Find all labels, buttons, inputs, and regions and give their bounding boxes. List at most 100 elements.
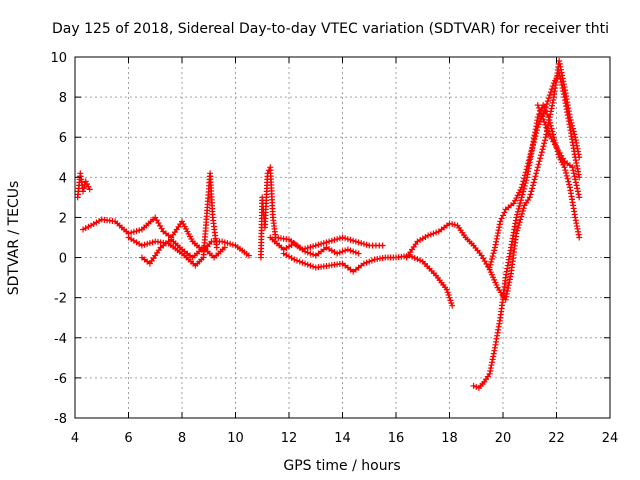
chart-title: Day 125 of 2018, Sidereal Day-to-day VTE… [52, 21, 609, 37]
data-point [571, 173, 578, 180]
series-track-e [257, 164, 386, 261]
data-point [245, 252, 252, 259]
series-track-b [80, 214, 252, 259]
data-point [517, 216, 524, 223]
data-point [539, 146, 546, 153]
data-point [342, 235, 349, 242]
data-point [557, 76, 564, 83]
data-point [533, 167, 540, 174]
data-point [304, 249, 311, 256]
data-point [409, 253, 416, 260]
data-point [522, 169, 529, 176]
data-point [525, 157, 532, 164]
data-point [516, 202, 523, 209]
x-tick-label: 16 [388, 431, 405, 446]
data-point [524, 163, 531, 170]
data-point [417, 257, 424, 264]
data-point [491, 247, 498, 254]
data-point [513, 214, 520, 221]
data-point [489, 253, 496, 260]
data-point [530, 179, 537, 186]
y-tick-label: -6 [54, 372, 67, 387]
data-point [545, 114, 552, 121]
data-point [542, 104, 549, 111]
data-point [525, 160, 532, 167]
data-point [544, 98, 551, 105]
data-point [547, 122, 554, 129]
y-tick-label: -4 [54, 332, 67, 347]
data-point [488, 255, 495, 262]
data-point [574, 188, 581, 195]
data-point [514, 224, 521, 231]
data-point [526, 154, 533, 161]
data-point [323, 239, 330, 246]
data-point [342, 247, 349, 254]
data-point [336, 235, 343, 242]
data-point [227, 240, 234, 247]
data-point [221, 244, 228, 251]
data-point [517, 197, 524, 204]
data-point [360, 240, 367, 247]
data-point [339, 234, 346, 241]
x-axis-ticks: 4 6 8 10 12 14 16 18 20 22 24 [71, 57, 618, 446]
series-line [473, 104, 580, 389]
data-point [443, 286, 450, 293]
data-point [572, 179, 579, 186]
data-point [566, 181, 573, 188]
data-point [310, 263, 317, 270]
data-point [328, 237, 335, 244]
data-point [519, 181, 526, 188]
data-point [537, 155, 544, 162]
series-track-g [267, 234, 362, 259]
data-point [368, 257, 375, 264]
data-point [336, 249, 343, 256]
data-point [427, 231, 434, 238]
data-point [518, 194, 525, 201]
data-point [565, 178, 572, 185]
data-point [514, 227, 521, 234]
data-point [528, 148, 535, 155]
data-point [570, 167, 577, 174]
data-point [514, 208, 521, 215]
data-point [562, 167, 569, 174]
data-point [534, 164, 541, 171]
data-point [344, 236, 351, 243]
data-point [310, 243, 317, 250]
data-point [556, 73, 563, 80]
data-point [576, 174, 583, 181]
data-point [523, 166, 530, 173]
y-tick-label: 8 [59, 91, 67, 106]
data-point [549, 83, 556, 90]
data-point [515, 205, 522, 212]
data-point [526, 194, 533, 201]
data-point [299, 259, 306, 266]
data-point [541, 107, 548, 114]
data-point [80, 185, 87, 192]
data-point [519, 208, 526, 215]
data-point [360, 260, 367, 267]
x-tick-label: 12 [281, 431, 298, 446]
data-point [445, 291, 452, 298]
data-point [532, 173, 539, 180]
data-point [307, 244, 314, 251]
data-point [318, 240, 325, 247]
y-tick-label: 6 [59, 131, 67, 146]
data-point [488, 258, 495, 265]
data-point [352, 249, 359, 256]
data-point [534, 114, 541, 121]
data-point [528, 188, 535, 195]
data-point [146, 240, 153, 247]
data-point [320, 240, 327, 247]
data-point [537, 110, 544, 117]
data-point [514, 192, 521, 199]
data-point [529, 182, 536, 189]
data-point [447, 297, 454, 304]
data-point [470, 382, 477, 389]
data-point [534, 102, 541, 109]
data-point [331, 236, 338, 243]
data-point [449, 302, 456, 309]
series-track-h [403, 58, 583, 303]
data-point [128, 229, 135, 236]
data-point [556, 70, 563, 77]
